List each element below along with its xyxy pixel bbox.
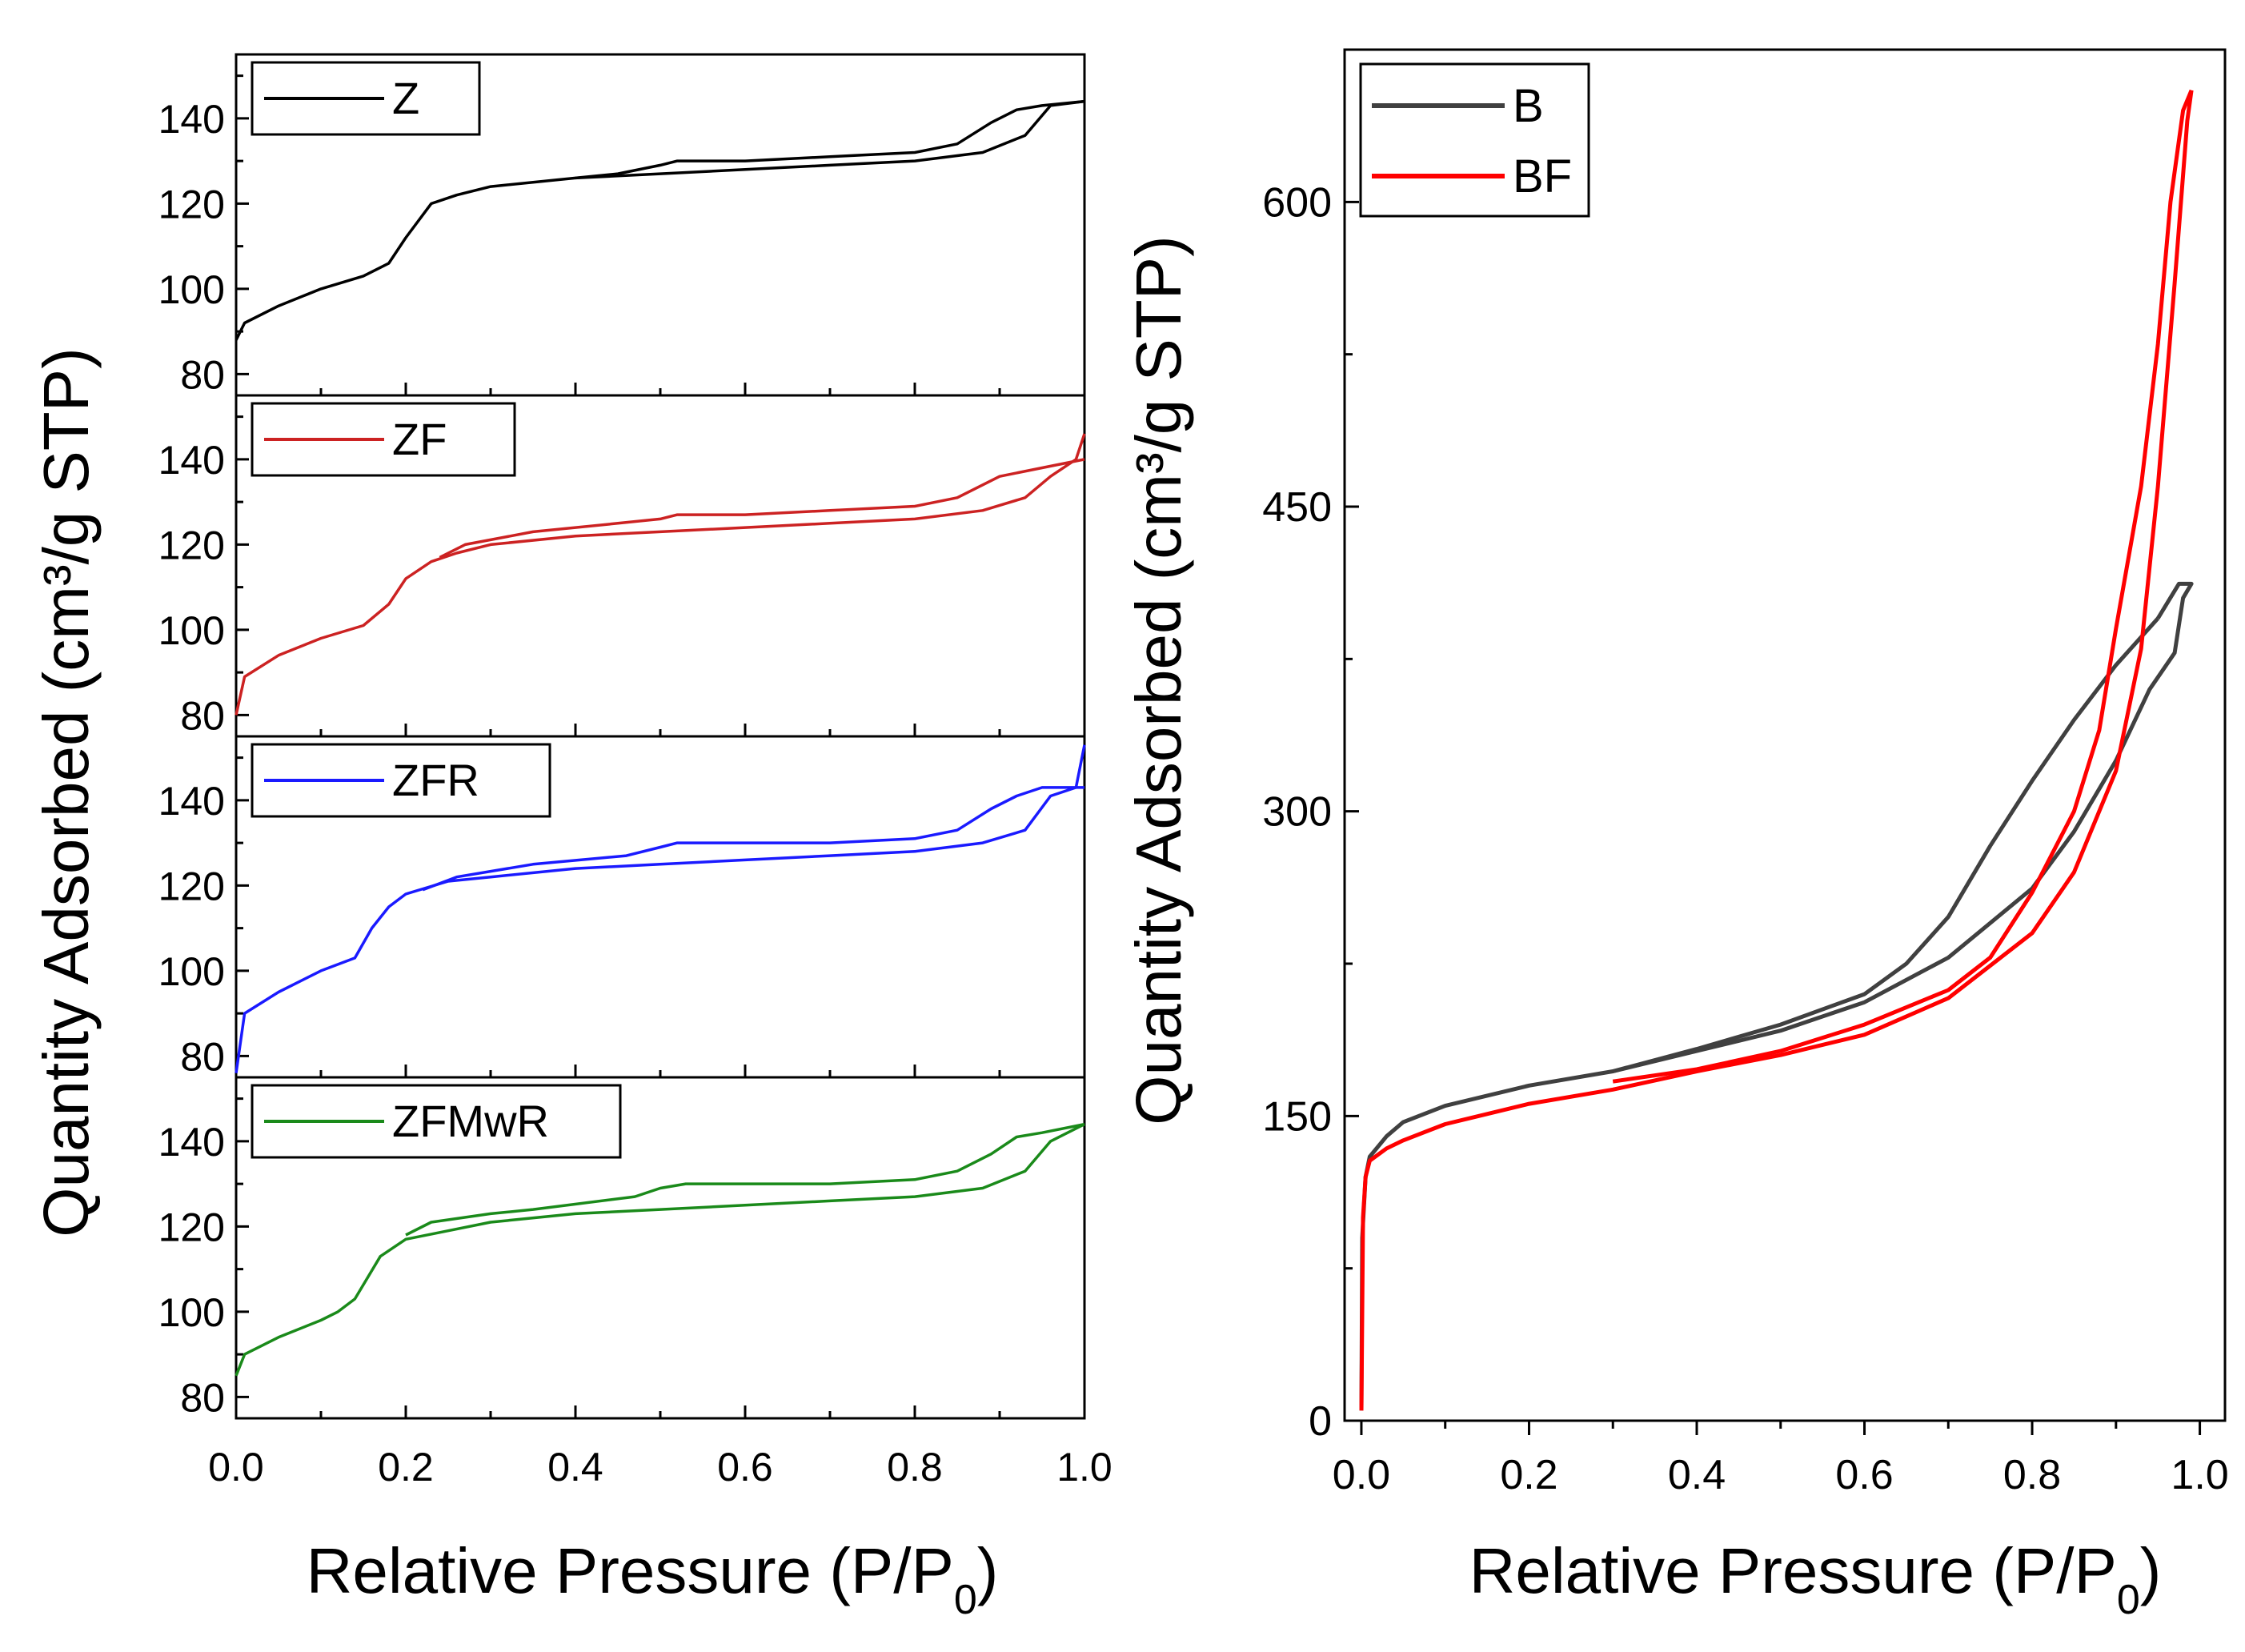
right-legend: B BF [1359,62,1590,218]
x-tick-label: 0.6 [717,1445,773,1490]
series-b-desorption [1612,616,2160,1073]
x-tick-label: 0.2 [1500,1452,1557,1498]
legend-label: ZFR [392,755,479,805]
y-tick-label: 100 [158,949,225,994]
left-chart-panel: Quantity Adsorbed (cm³/g STP) Relative P… [30,53,1112,1623]
x-tick-label: 0.4 [1668,1452,1726,1498]
legend-label-b: B [1513,80,1544,132]
right-plot-frame [1343,48,2227,1422]
y-tick-label: 450 [1262,484,1332,531]
x-tick-label: 0.0 [1333,1452,1390,1498]
legend-zf: ZF [251,402,516,477]
series-z-adsorption [235,99,1085,341]
legend-zfmwr: ZFMwR [251,1084,622,1159]
y-tick-label: 600 [1262,179,1332,226]
y-tick-label: 120 [158,864,225,908]
legend-z: Z [251,61,481,136]
legend-zfr: ZFR [251,743,551,818]
y-tick-label: 100 [158,608,225,653]
subplot-zfr: 80 100 120 140 ZFR [158,735,1086,1079]
y-tick-label: 140 [158,438,225,483]
y-tick-label: 100 [158,267,225,312]
y-tick-label: 80 [180,1375,225,1420]
x-tick-label: 0.8 [887,1445,943,1490]
subplot-zf: 80 100 120 140 ZF [158,394,1086,738]
series-b-adsorption [1359,581,2194,1411]
subplot-z: 80 100 120 140 Z [158,53,1086,397]
series-z-desorption [575,99,1085,180]
x-tick-label: 1.0 [1056,1445,1112,1490]
legend-label-bf: BF [1513,150,1572,202]
legend-label: Z [392,73,419,123]
y-tick-label: 120 [158,1205,225,1249]
series-zfmwr-adsorption [235,1123,1085,1377]
x-tick-label: 0.0 [208,1445,264,1490]
y-tick-label: 120 [158,523,225,567]
y-tick-label: 300 [1262,789,1332,836]
right-y-axis-label: Quantity Adsorbed (cm³/g STP) [1123,235,1194,1125]
left-y-axis-label: Quantity Adsorbed (cm³/g STP) [30,347,102,1237]
legend-label: ZF [392,414,447,464]
legend-label: ZFMwR [392,1096,549,1146]
y-tick-label: 80 [180,693,225,738]
series-bf-adsorption [1359,90,2194,1411]
series-zfr-adsorption [235,744,1086,1073]
x-tick-label: 0.6 [1835,1452,1893,1498]
series-zfmwr-desorption [405,1122,1085,1237]
y-tick-label: 80 [180,352,225,397]
y-tick-label: 150 [1262,1093,1332,1140]
right-x-axis-label: Relative Pressure (P/P0) [1469,1535,2162,1623]
x-tick-label: 1.0 [2171,1452,2228,1498]
right-chart-panel: Quantity Adsorbed (cm³/g STP) Relative P… [1123,48,2229,1623]
y-tick-label: 140 [158,97,225,142]
y-tick-label: 140 [158,779,225,824]
y-tick-label: 120 [158,182,225,227]
y-tick-label: 100 [158,1290,225,1335]
subplot-zfmwr: 80 100 120 140 ZFMwR [158,1076,1086,1420]
series-zf-desorption [439,458,1085,559]
series-zfr-desorption [422,786,1084,892]
x-tick-label: 0.8 [2003,1452,2061,1498]
y-tick-label: 80 [180,1034,225,1079]
y-tick-label: 0 [1309,1398,1332,1445]
x-tick-label: 0.4 [547,1445,603,1490]
series-zf-adsorption [235,433,1086,716]
series-bf-desorption [1612,89,2194,1084]
x-tick-label: 0.2 [378,1445,434,1490]
legend-box [1359,62,1590,218]
left-x-axis-label: Relative Pressure (P/P0) [307,1535,999,1623]
y-tick-label: 140 [158,1120,225,1165]
